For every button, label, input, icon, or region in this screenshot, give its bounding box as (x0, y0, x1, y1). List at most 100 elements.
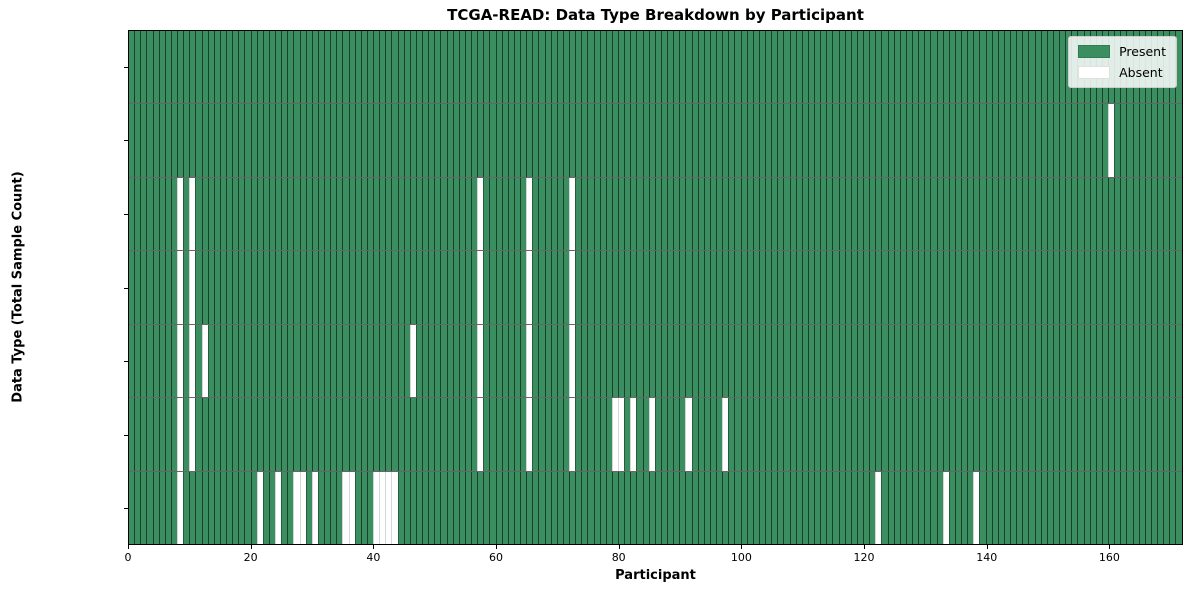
heatmap-cell (1028, 104, 1035, 177)
heatmap-cell (667, 398, 674, 471)
heatmap-cell (189, 471, 196, 544)
heatmap-cell (844, 177, 851, 251)
heatmap-cell (440, 104, 447, 177)
heatmap-cell (538, 324, 545, 398)
heatmap-cell (415, 31, 422, 104)
heatmap-cell (532, 251, 539, 324)
heatmap-cell (1108, 104, 1115, 177)
heatmap-cell (440, 177, 447, 251)
heatmap-cell (532, 31, 539, 104)
heatmap-cell (605, 471, 612, 544)
heatmap-cell (771, 177, 778, 251)
heatmap-cell (581, 251, 588, 324)
heatmap-cell (177, 104, 184, 177)
heatmap-cell (1065, 251, 1072, 324)
heatmap-cell (152, 31, 159, 104)
heatmap-cell (1034, 31, 1041, 104)
heatmap-cell (1052, 177, 1059, 251)
heatmap-cell (679, 104, 686, 177)
heatmap-cell (336, 177, 343, 251)
heatmap-cell (850, 398, 857, 471)
heatmap-cell (924, 471, 931, 544)
heatmap-cell (765, 104, 772, 177)
heatmap-cell (697, 177, 704, 251)
heatmap-cell (458, 324, 465, 398)
heatmap-cell (360, 471, 367, 544)
heatmap-cell (740, 31, 747, 104)
heatmap-cell (360, 104, 367, 177)
heatmap-cell (1169, 177, 1176, 251)
heatmap-cell (366, 31, 373, 104)
heatmap-cell (709, 398, 716, 471)
x-tick-mark (864, 545, 866, 549)
heatmap-cell (991, 398, 998, 471)
heatmap-cell (550, 104, 557, 177)
heatmap-cell (667, 177, 674, 251)
heatmap-cell (262, 324, 269, 398)
heatmap-cell (1089, 471, 1096, 544)
heatmap-cell (611, 31, 618, 104)
heatmap-cell (654, 398, 661, 471)
y-axis-label: Data Type (Total Sample Count) (10, 171, 26, 403)
heatmap-cell (642, 251, 649, 324)
heatmap-cell (1040, 398, 1047, 471)
heatmap-cell (360, 31, 367, 104)
heatmap-cell (129, 104, 135, 177)
heatmap-cell (391, 251, 398, 324)
heatmap-cell (850, 177, 857, 251)
heatmap-cell (477, 398, 484, 471)
heatmap-cell (293, 177, 300, 251)
heatmap-cell (746, 251, 753, 324)
heatmap-cell (856, 31, 863, 104)
heatmap-cell (1046, 177, 1053, 251)
heatmap-cell (918, 398, 925, 471)
heatmap-cell (489, 324, 496, 398)
heatmap-cell (746, 104, 753, 177)
heatmap-cell (869, 398, 876, 471)
heatmap-cell (948, 104, 955, 177)
heatmap-cell (250, 177, 257, 251)
heatmap-cell (875, 398, 882, 471)
heatmap-cell (428, 177, 435, 251)
heatmap-cell (863, 177, 870, 251)
heatmap-cell (366, 324, 373, 398)
y-tick-mark (124, 140, 128, 142)
heatmap-cell (538, 471, 545, 544)
heatmap-cell (293, 398, 300, 471)
heatmap-cell (452, 251, 459, 324)
heatmap-cell (134, 398, 141, 471)
heatmap-cell (740, 177, 747, 251)
heatmap-cell (1163, 104, 1170, 177)
heatmap-cell (844, 104, 851, 177)
heatmap-cell (630, 251, 637, 324)
heatmap-cell (630, 398, 637, 471)
heatmap-cell (495, 177, 502, 251)
heatmap-cell (1169, 398, 1176, 471)
heatmap-cell (569, 398, 576, 471)
heatmap-cell (899, 398, 906, 471)
heatmap-cell (985, 471, 992, 544)
heatmap-cell (250, 31, 257, 104)
heatmap-cell (538, 177, 545, 251)
heatmap-cell (342, 471, 349, 544)
heatmap-cell (642, 324, 649, 398)
heatmap-cell (189, 324, 196, 398)
heatmap-cell (226, 177, 233, 251)
heatmap-cell (758, 471, 765, 544)
heatmap-cell (838, 471, 845, 544)
heatmap-cell (881, 177, 888, 251)
heatmap-cell (1175, 471, 1182, 544)
heatmap-cell (501, 104, 508, 177)
heatmap-cell (170, 31, 177, 104)
heatmap-cell (477, 31, 484, 104)
heatmap-cell (697, 324, 704, 398)
heatmap-cell (501, 324, 508, 398)
heatmap-cell (936, 324, 943, 398)
heatmap-cell (967, 251, 974, 324)
heatmap-cell (134, 31, 141, 104)
heatmap-cell (1108, 251, 1115, 324)
heatmap-cell (630, 177, 637, 251)
heatmap-cell (213, 471, 220, 544)
x-tick-label: 140 (976, 551, 998, 564)
heatmap-cell (440, 398, 447, 471)
